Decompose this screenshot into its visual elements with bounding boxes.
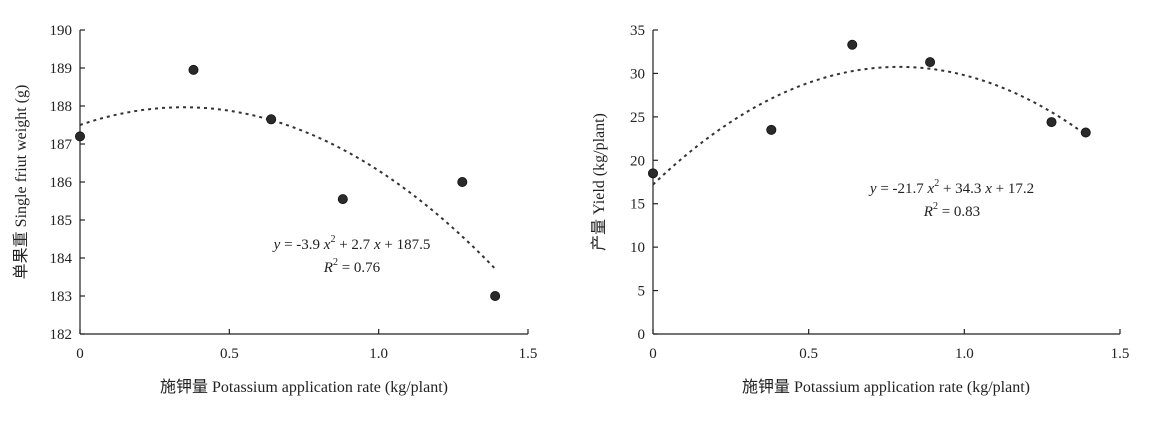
x-ticks: 0 0.5 1.0 1.5 [76, 329, 537, 362]
eq-y: y [868, 181, 877, 197]
y-tick-label: 20 [630, 153, 645, 169]
data-points [648, 39, 1091, 179]
r2-r: R [323, 260, 333, 276]
eq-x2: x [323, 237, 331, 253]
eq-part3: + 17.2 [992, 181, 1034, 197]
y-tick-label: 30 [630, 66, 645, 82]
x-tick-label: 1.5 [1111, 346, 1130, 362]
x-tick-label: 0 [649, 346, 657, 362]
chart-yield: 0 5 10 15 20 25 30 35 0 0.5 1.0 1.5 施钾量 Potassium … [590, 23, 1129, 396]
chart-single-fruit-weight: 182 183 184 185 186 187 188 189 190 0 0.5 1.0 1.5 施… [12, 23, 537, 396]
x-tick-label: 1.5 [519, 346, 538, 362]
y-axis-label: 产量 Yield (kg/plant) [590, 113, 608, 251]
data-point [648, 168, 659, 179]
r2-value: = 0.83 [938, 204, 980, 220]
data-point [1080, 127, 1091, 138]
y-tick-label: 10 [630, 240, 645, 256]
fit-curve [79, 106, 496, 270]
data-point [457, 176, 468, 187]
data-point [1046, 117, 1057, 128]
data-point [337, 194, 348, 205]
y-tick-label: 187 [50, 137, 73, 153]
y-tick-label: 190 [50, 23, 73, 39]
r2-sup: 2 [333, 257, 338, 268]
eq-x2-sup: 2 [330, 234, 335, 245]
y-tick-label: 5 [638, 284, 646, 300]
eq-part1: = -3.9 [280, 237, 323, 253]
y-tick-label: 0 [638, 327, 646, 343]
r2-sup: 2 [933, 201, 938, 212]
y-tick-label: 188 [50, 99, 73, 115]
y-tick-label: 189 [50, 61, 73, 77]
data-point [490, 290, 501, 301]
y-tick-label: 25 [630, 110, 645, 126]
x-tick-label: 0.5 [220, 346, 239, 362]
x-tick-label: 0.5 [799, 346, 818, 362]
y-tick-label: 183 [50, 289, 73, 305]
x-tick-label: 1.0 [369, 346, 388, 362]
data-point [188, 64, 199, 75]
y-tick-label: 35 [630, 23, 645, 39]
eq-part1: = -21.7 [877, 181, 928, 197]
x-axis-label: 施钾量 Potassium application rate (kg/plant… [160, 378, 448, 396]
data-point [925, 57, 936, 68]
data-point [75, 131, 86, 142]
r-squared: R2 = 0.83 [923, 201, 980, 220]
y-tick-label: 184 [50, 251, 73, 267]
regression-equation: y = -21.7 x2 + 34.3 x + 17.2 [868, 178, 1034, 197]
y-tick-label: 15 [630, 197, 645, 213]
y-tick-label: 182 [50, 327, 73, 343]
eq-part2: + 2.7 [335, 237, 373, 253]
regression-equation: y = -3.9 x2 + 2.7 x + 187.5 [272, 234, 431, 253]
y-axis-label: 单果重 Single friut weight (g) [12, 85, 30, 280]
eq-x2-sup: 2 [934, 178, 939, 189]
eq-part2: + 34.3 [939, 181, 985, 197]
r2-value: = 0.76 [338, 260, 381, 276]
data-point [847, 39, 858, 50]
r2-r: R [923, 204, 933, 220]
y-tick-label: 186 [50, 175, 73, 191]
r-squared: R2 = 0.76 [323, 257, 381, 276]
eq-x1: x [373, 237, 381, 253]
data-points [75, 64, 501, 301]
eq-part3: + 187.5 [381, 237, 431, 253]
y-tick-label: 185 [50, 213, 73, 229]
x-ticks: 0 0.5 1.0 1.5 [649, 329, 1129, 362]
data-point [766, 124, 777, 135]
eq-y: y [272, 237, 281, 253]
eq-x1: x [984, 181, 992, 197]
y-ticks: 0 5 10 15 20 25 30 35 [630, 23, 658, 343]
data-point [266, 114, 277, 125]
x-tick-label: 0 [76, 346, 84, 362]
fit-curve [652, 65, 1087, 186]
x-tick-label: 1.0 [955, 346, 974, 362]
y-ticks: 182 183 184 185 186 187 188 189 190 [50, 23, 85, 343]
eq-x2: x [927, 181, 935, 197]
x-axis-label: 施钾量 Potassium application rate (kg/plant… [742, 378, 1030, 396]
